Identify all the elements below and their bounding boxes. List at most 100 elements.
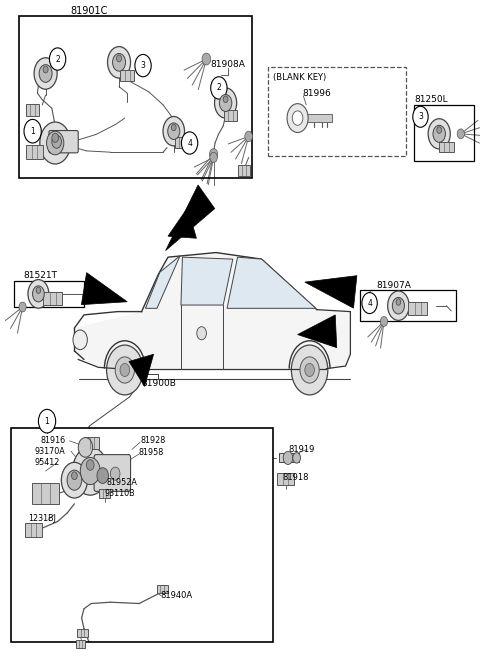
- Text: 2: 2: [216, 83, 221, 92]
- Polygon shape: [129, 354, 154, 386]
- Circle shape: [163, 117, 184, 146]
- Circle shape: [457, 129, 464, 138]
- Bar: [414, 105, 474, 161]
- Circle shape: [245, 131, 252, 142]
- Circle shape: [107, 345, 143, 395]
- Circle shape: [67, 470, 82, 490]
- Text: 81919: 81919: [288, 445, 314, 454]
- Text: 1231BJ: 1231BJ: [28, 514, 56, 523]
- Bar: [175, 137, 188, 148]
- Bar: [11, 428, 273, 642]
- Circle shape: [49, 48, 66, 70]
- Bar: [14, 281, 84, 307]
- Circle shape: [433, 125, 445, 142]
- Circle shape: [117, 55, 121, 62]
- Bar: [408, 302, 427, 315]
- Circle shape: [97, 468, 108, 483]
- Circle shape: [291, 345, 328, 395]
- Circle shape: [223, 96, 228, 102]
- Text: 95412: 95412: [35, 458, 60, 467]
- Polygon shape: [82, 273, 127, 304]
- Text: 81901C: 81901C: [70, 6, 108, 16]
- Bar: [26, 145, 43, 159]
- Polygon shape: [168, 208, 196, 238]
- Circle shape: [300, 357, 319, 383]
- Circle shape: [108, 47, 131, 78]
- Circle shape: [209, 148, 218, 159]
- Bar: [439, 142, 454, 152]
- Bar: [277, 473, 294, 485]
- Bar: [360, 290, 456, 321]
- Circle shape: [392, 297, 405, 314]
- Text: 4: 4: [367, 298, 372, 308]
- Text: 81908A: 81908A: [211, 60, 245, 69]
- Bar: [85, 437, 99, 449]
- Bar: [76, 640, 85, 648]
- Circle shape: [168, 123, 180, 140]
- Circle shape: [38, 409, 56, 433]
- Text: 81900B: 81900B: [141, 379, 176, 388]
- Text: 3: 3: [418, 112, 423, 121]
- Circle shape: [428, 119, 450, 149]
- Circle shape: [86, 460, 94, 470]
- Circle shape: [396, 298, 401, 305]
- Text: 81928: 81928: [140, 436, 166, 445]
- Circle shape: [380, 316, 388, 327]
- FancyBboxPatch shape: [94, 455, 131, 491]
- Polygon shape: [181, 257, 233, 305]
- Circle shape: [210, 152, 217, 163]
- Polygon shape: [298, 315, 337, 348]
- Circle shape: [202, 53, 211, 65]
- Text: (BLANK KEY): (BLANK KEY): [273, 73, 326, 82]
- Circle shape: [413, 106, 428, 127]
- Circle shape: [181, 132, 198, 154]
- Circle shape: [24, 119, 41, 143]
- Text: 93110B: 93110B: [105, 489, 135, 498]
- Polygon shape: [227, 257, 316, 308]
- Bar: [120, 70, 134, 81]
- Bar: [157, 585, 168, 593]
- Text: 81958: 81958: [138, 448, 164, 457]
- Circle shape: [33, 286, 44, 302]
- Polygon shape: [307, 114, 332, 122]
- Circle shape: [171, 125, 176, 131]
- Circle shape: [211, 77, 227, 99]
- Polygon shape: [305, 276, 357, 308]
- Text: 81918: 81918: [282, 473, 309, 482]
- Circle shape: [28, 279, 49, 308]
- Polygon shape: [74, 253, 350, 369]
- Circle shape: [305, 363, 314, 377]
- Polygon shape: [279, 453, 299, 462]
- Circle shape: [110, 467, 120, 480]
- Text: 3: 3: [141, 61, 145, 70]
- Circle shape: [292, 111, 303, 125]
- Bar: [224, 110, 237, 121]
- Circle shape: [52, 133, 59, 142]
- Circle shape: [78, 438, 93, 457]
- Polygon shape: [145, 256, 180, 308]
- Text: 2: 2: [55, 54, 60, 64]
- Circle shape: [40, 122, 71, 164]
- Bar: [238, 165, 250, 176]
- Bar: [19, 16, 252, 178]
- Text: 81907A: 81907A: [376, 281, 411, 290]
- Bar: [268, 67, 406, 156]
- Bar: [43, 292, 62, 305]
- Circle shape: [437, 127, 442, 133]
- Circle shape: [72, 447, 108, 495]
- Circle shape: [72, 472, 77, 480]
- Circle shape: [80, 457, 100, 485]
- Circle shape: [197, 327, 206, 340]
- Text: 81940A: 81940A: [161, 591, 193, 600]
- Circle shape: [293, 453, 300, 463]
- Circle shape: [388, 291, 409, 320]
- Bar: [25, 523, 42, 537]
- Circle shape: [283, 451, 293, 464]
- Text: 81916: 81916: [41, 436, 66, 445]
- Text: 81521T: 81521T: [24, 271, 58, 280]
- Bar: [26, 104, 39, 116]
- Text: 4: 4: [187, 138, 192, 148]
- Circle shape: [73, 330, 87, 350]
- Circle shape: [287, 104, 308, 133]
- Circle shape: [120, 363, 130, 377]
